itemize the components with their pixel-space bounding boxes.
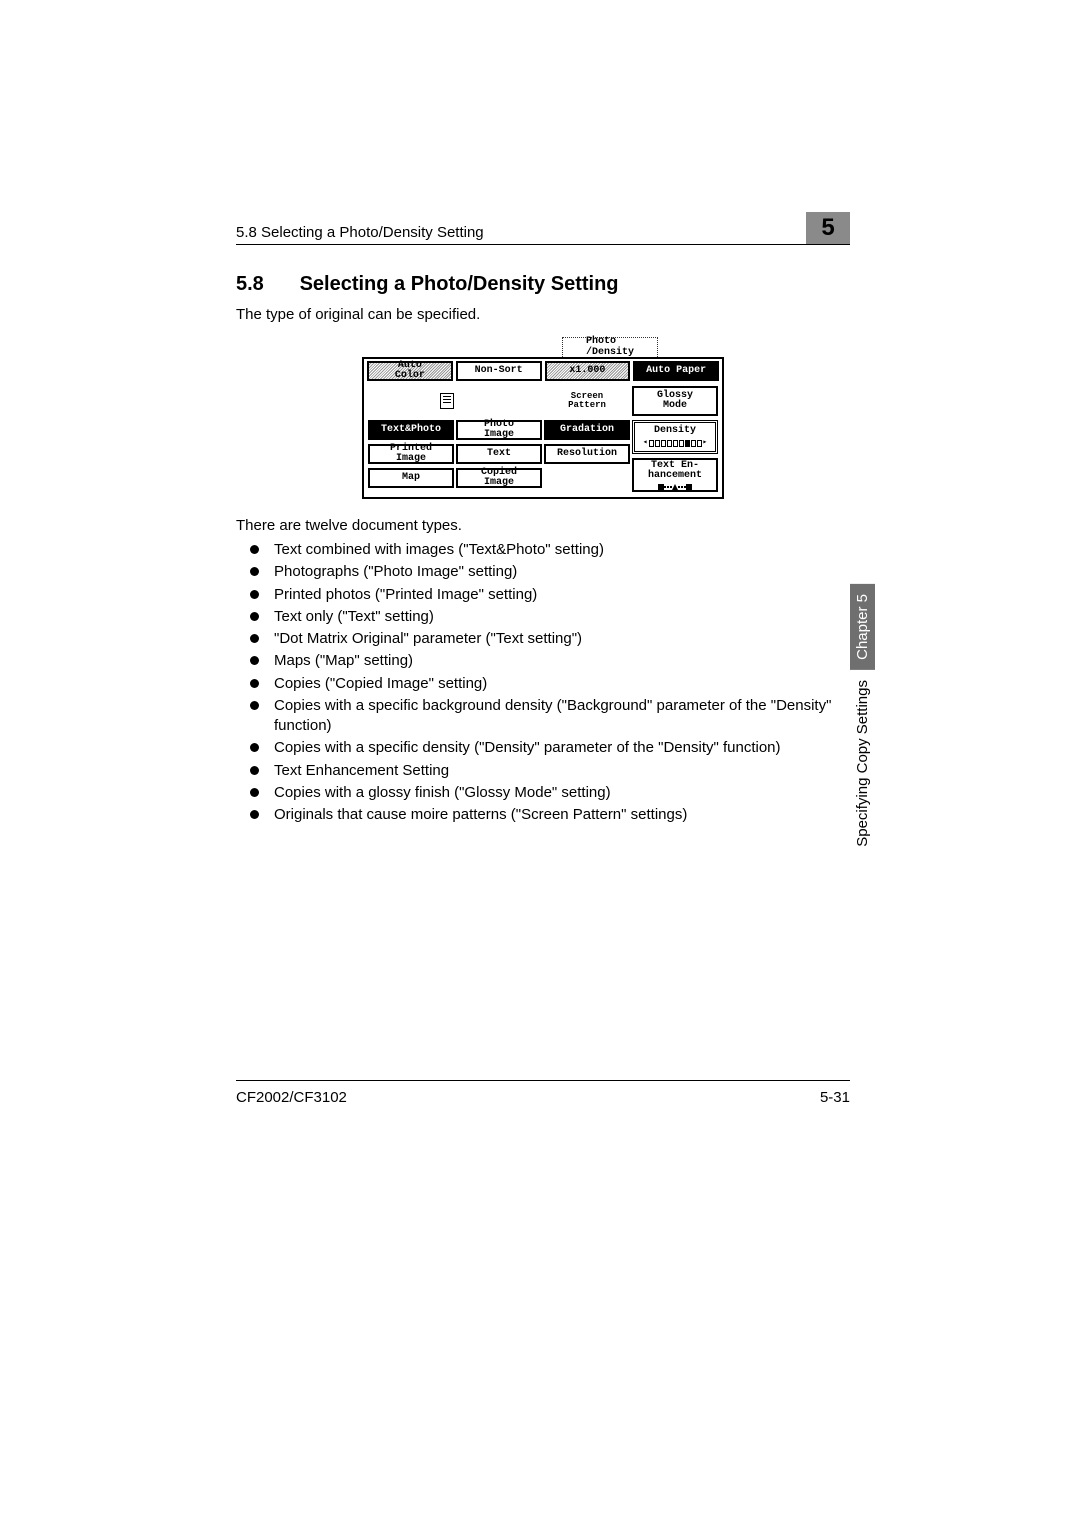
lcd-columns: Text&Photo PrintedImage Map PhotoImage T… [367,385,719,493]
copied-image-button[interactable]: CopiedImage [456,468,542,488]
side-tab-section-group: Specifying Copy Settings [850,670,875,857]
lcd-panel: Photo/Density AutoColor Non-Sort x1.000 … [362,337,724,499]
page-footer: CF2002/CF3102 5-31 [236,1080,850,1106]
manual-page: 5.8 Selecting a Photo/Density Setting 5 … [0,0,1080,1528]
lcd-col-2: PhotoImage Text CopiedImage [455,385,543,493]
screen-pattern-label: ScreenPattern [544,386,630,416]
section-heading: 5.8 Selecting a Photo/Density Setting [236,273,850,296]
density-label: Density [654,426,696,437]
lcd-col-4: GlossyMode Density ◂ ▸ Text En-hancement [631,385,719,493]
list-item: Maps ("Map" setting) [250,651,850,671]
text-button[interactable]: Text [456,444,542,464]
side-tab-chapter: Chapter 5 [850,584,875,670]
list-item: Copies with a specific background densit… [250,696,850,737]
text-enhancement-label: Text En-hancement [648,461,702,482]
list-item: "Dot Matrix Original" parameter ("Text s… [250,629,850,649]
list-item: Photographs ("Photo Image" setting) [250,562,850,582]
density-box[interactable]: Density ◂ ▸ [632,420,718,454]
density-slider[interactable]: ◂ ▸ [643,438,708,448]
list-item: Originals that cause moire patterns ("Sc… [250,805,850,825]
list-item: Text Enhancement Setting [250,761,850,781]
printed-image-button[interactable]: PrintedImage [368,444,454,464]
list-item: Text only ("Text" setting) [250,607,850,627]
text-enhancement-slider[interactable] [658,484,692,490]
list-lead: There are twelve document types. [236,517,850,534]
lcd-col-1: Text&Photo PrintedImage Map [367,385,455,493]
list-item: Copies with a specific density ("Density… [250,738,850,758]
auto-color-button[interactable]: AutoColor [367,361,453,381]
lcd-screenshot: Photo/Density AutoColor Non-Sort x1.000 … [236,337,850,499]
density-left-arrow-icon[interactable]: ◂ [643,439,648,447]
section-number: 5.8 [236,273,294,296]
photo-image-button[interactable]: PhotoImage [456,420,542,440]
lcd-col-3: ScreenPattern Gradation Resolution [543,385,631,493]
document-types-list: Text combined with images ("Text&Photo" … [236,540,850,825]
side-tabs: Chapter 5 Specifying Copy Settings [850,584,875,857]
list-item: Text combined with images ("Text&Photo" … [250,540,850,560]
section-intro: The type of original can be specified. [236,306,850,323]
running-header-title: 5.8 Selecting a Photo/Density Setting [236,224,484,241]
section-title: Selecting a Photo/Density Setting [300,273,619,295]
footer-page-number: 5-31 [820,1089,850,1106]
running-header: 5.8 Selecting a Photo/Density Setting 5 [236,212,850,245]
text-photo-button[interactable]: Text&Photo [368,420,454,440]
footer-model: CF2002/CF3102 [236,1089,347,1106]
text-enhancement-box[interactable]: Text En-hancement [632,458,718,492]
chapter-number-badge: 5 [806,212,850,244]
auto-paper-button[interactable]: Auto Paper [633,361,719,381]
lcd-active-tab[interactable]: Photo/Density [562,337,658,357]
list-item: Copies with a glossy finish ("Glossy Mod… [250,783,850,803]
resolution-button[interactable]: Resolution [544,444,630,464]
non-sort-button[interactable]: Non-Sort [456,361,542,381]
list-item: Printed photos ("Printed Image" setting) [250,585,850,605]
lcd-body: AutoColor Non-Sort x1.000 Auto Paper Tex… [362,357,724,499]
zoom-button[interactable]: x1.000 [545,361,631,381]
glossy-mode-box[interactable]: GlossyMode [632,386,718,416]
te-end-icon [686,484,692,490]
lcd-top-row: AutoColor Non-Sort x1.000 Auto Paper [367,361,719,381]
document-icon [440,393,454,409]
list-item: Copies ("Copied Image" setting) [250,674,850,694]
gradation-button[interactable]: Gradation [544,420,630,440]
density-right-arrow-icon[interactable]: ▸ [703,439,708,447]
map-button[interactable]: Map [368,468,454,488]
